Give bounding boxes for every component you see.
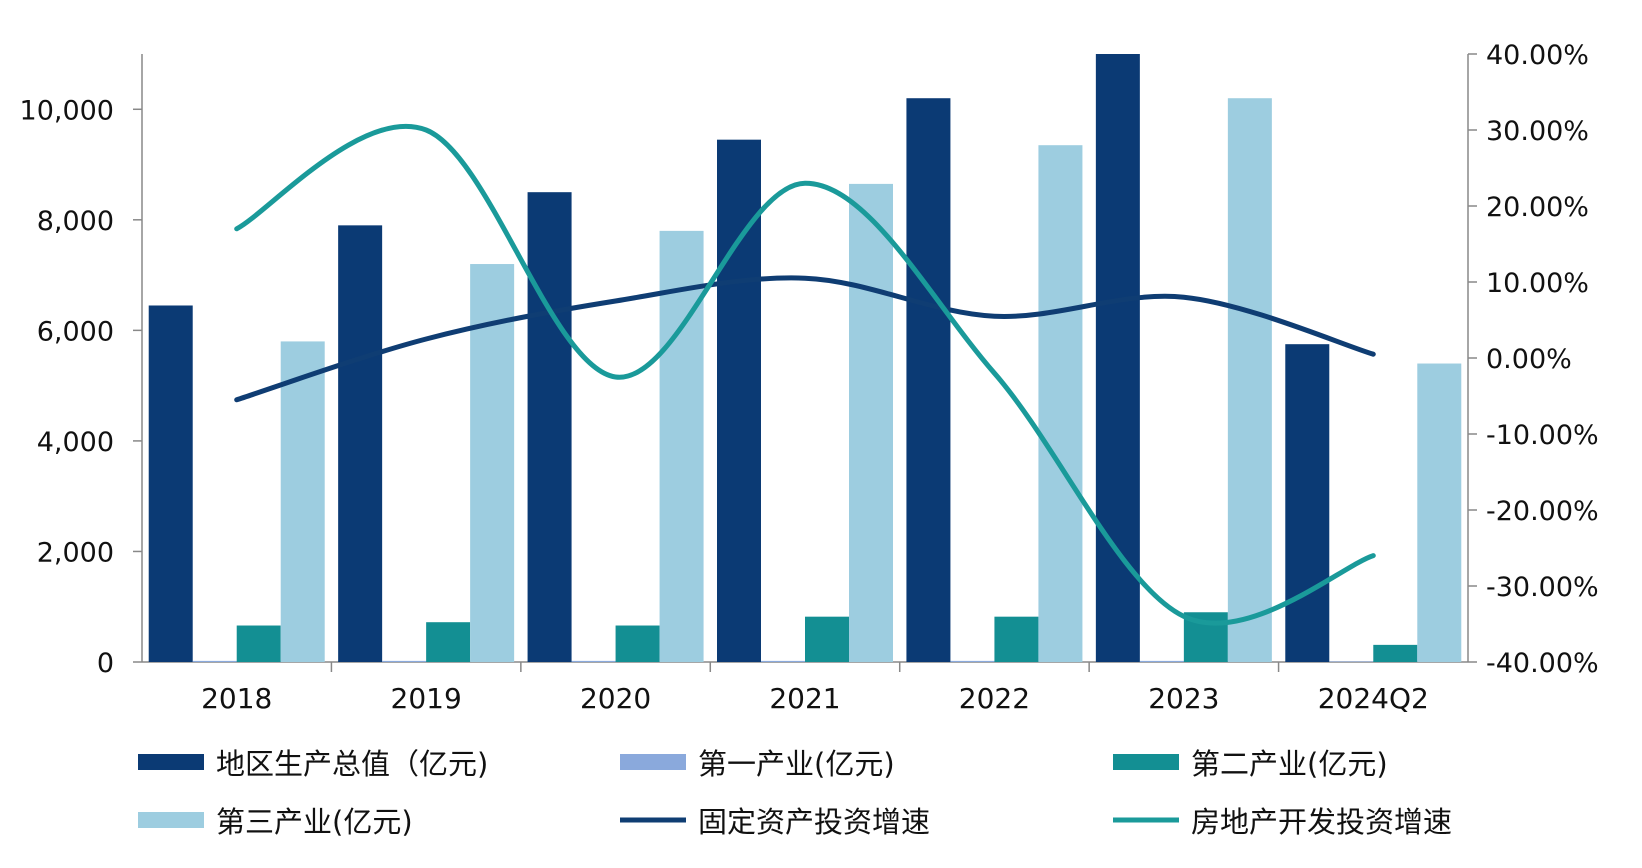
bar-2021-s4 <box>849 183 893 662</box>
legend-swatch <box>620 754 686 770</box>
bar-2023-s1 <box>1095 54 1140 662</box>
left-tick-label: 2,000 <box>37 537 114 568</box>
right-tick-label: -30.00% <box>1486 572 1599 603</box>
bar-2020-s3 <box>615 625 660 662</box>
bar-2020-s4 <box>659 230 704 662</box>
bar-2021-s3 <box>805 616 849 662</box>
right-tick-label: 30.00% <box>1486 116 1589 147</box>
x-tick-label: 2018 <box>201 682 272 715</box>
bar-2018-s1 <box>148 305 193 662</box>
legend-label: 地区生产总值（亿元) <box>216 747 488 781</box>
left-tick-label: 10,000 <box>20 95 114 126</box>
left-tick-label: 6,000 <box>37 316 114 347</box>
left-tick-label: 4,000 <box>37 427 114 458</box>
legend-label: 第三产业(亿元) <box>216 805 413 839</box>
right-tick-label: 0.00% <box>1486 344 1572 375</box>
x-tick-label: 2021 <box>769 682 840 715</box>
bars <box>148 54 1462 662</box>
bar-2024Q2-s4 <box>1417 363 1462 662</box>
legend-label: 固定资产投资增速 <box>698 805 930 839</box>
bar-2020-s2 <box>571 660 616 662</box>
right-tick-label: 20.00% <box>1486 192 1589 223</box>
left-tick-label: 0 <box>97 648 114 679</box>
x-tick-label: 2019 <box>391 682 462 715</box>
legend: 地区生产总值（亿元) 第一产业(亿元) 第二产业(亿元) 第三产业(亿元) 固定资产投资… <box>138 747 1452 839</box>
x-tick-label: 2022 <box>959 682 1030 715</box>
right-tick-label: -20.00% <box>1486 496 1599 527</box>
bar-2023-s4 <box>1227 98 1272 662</box>
bar-2022-s4 <box>1038 145 1083 662</box>
bar-2019-s2 <box>382 660 427 662</box>
legend-label: 第二产业(亿元) <box>1191 747 1388 781</box>
bar-2018-s4 <box>280 341 325 662</box>
legend-swatch <box>138 812 204 828</box>
bar-2019-s1 <box>338 225 383 662</box>
left-tick-label: 8,000 <box>37 206 114 237</box>
bar-2021-s2 <box>761 660 805 662</box>
right-tick-label: -10.00% <box>1486 420 1599 451</box>
bar-2024Q2-s2 <box>1329 661 1374 662</box>
right-tick-label: 40.00% <box>1486 40 1589 71</box>
legend-label: 房地产开发投资增速 <box>1191 805 1452 839</box>
legend-label: 第一产业(亿元) <box>698 747 895 781</box>
bar-2021-s1 <box>717 139 761 662</box>
bar-2024Q2-s1 <box>1285 344 1330 662</box>
bar-2018-s3 <box>236 625 281 662</box>
right-tick-label: 10.00% <box>1486 268 1589 299</box>
bar-2022-s3 <box>994 616 1039 662</box>
bar-2018-s2 <box>192 660 237 662</box>
lines <box>234 123 1376 626</box>
x-tick-label: 2024Q2 <box>1318 682 1429 715</box>
axes: 0 2,000 4,000 6,000 8,000 10,000 -40.00% -30.00… <box>20 40 1599 715</box>
line-series-2 <box>234 123 1376 626</box>
x-tick-label: 2023 <box>1148 682 1219 715</box>
legend-swatch <box>1113 754 1179 770</box>
bar-2020-s1 <box>527 192 572 662</box>
line-series-1 <box>234 275 1376 403</box>
bar-2022-s1 <box>906 98 951 662</box>
bar-2024Q2-s3 <box>1373 644 1418 662</box>
legend-swatch <box>138 754 204 770</box>
bar-2019-s4 <box>470 264 515 662</box>
bar-2019-s3 <box>426 622 471 662</box>
x-tick-label: 2020 <box>580 682 651 715</box>
right-tick-label: -40.00% <box>1486 648 1599 679</box>
bar-2022-s2 <box>950 660 995 662</box>
bar-2023-s2 <box>1139 660 1184 662</box>
